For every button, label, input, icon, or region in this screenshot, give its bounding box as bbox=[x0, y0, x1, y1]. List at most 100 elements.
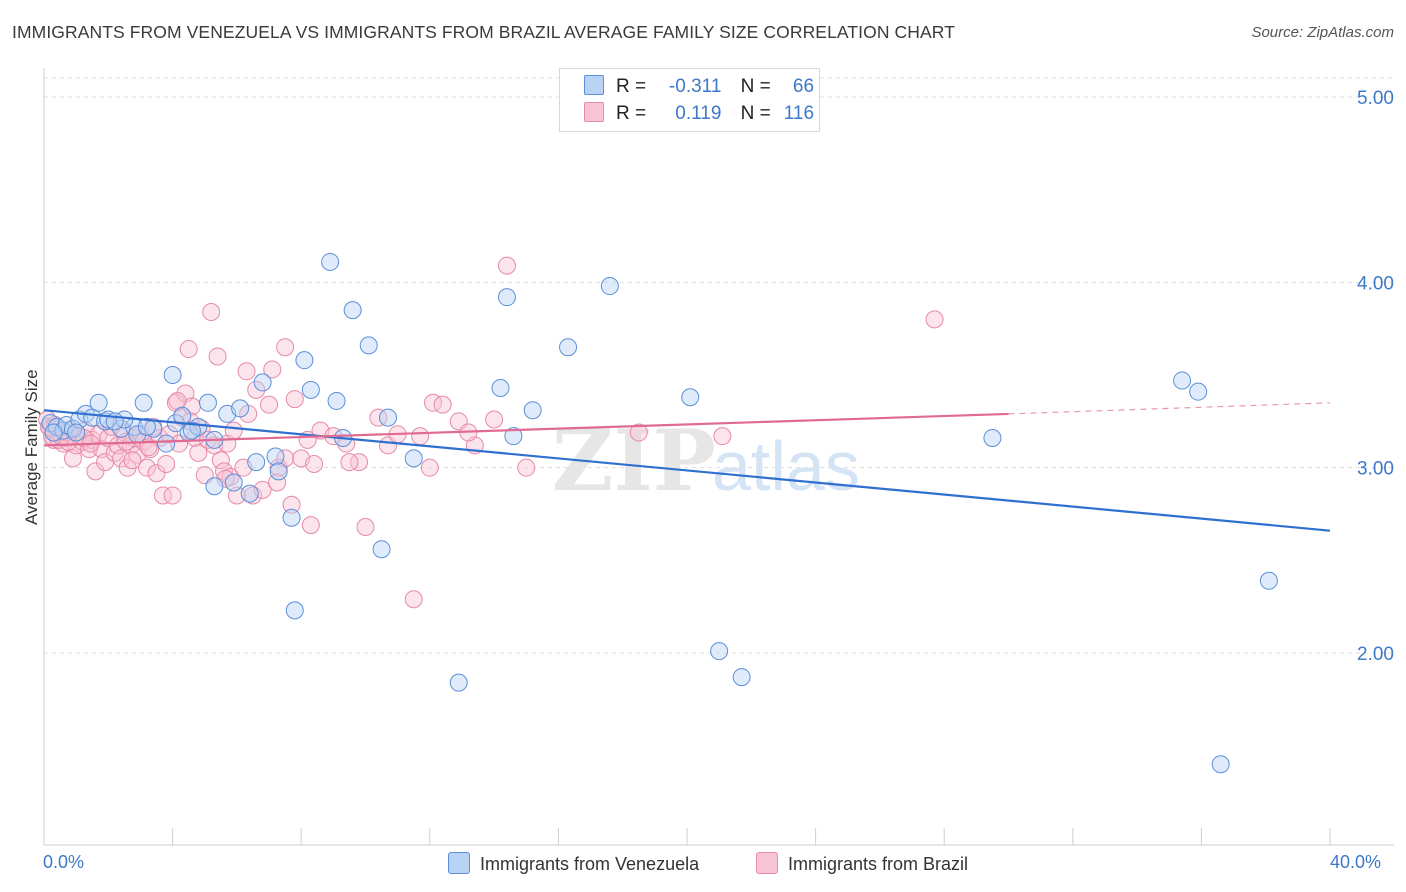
data-point-brazil bbox=[497, 256, 516, 275]
data-point-venezuela bbox=[253, 373, 272, 392]
data-point-brazil bbox=[369, 408, 388, 427]
y-tick-label: 3.00 bbox=[1357, 459, 1394, 480]
data-point-brazil bbox=[301, 516, 320, 535]
chart-title: IMMIGRANTS FROM VENEZUELA VS IMMIGRANTS … bbox=[12, 22, 956, 42]
data-point-brazil bbox=[137, 458, 156, 477]
data-point-brazil bbox=[189, 443, 208, 462]
points-venezuela bbox=[41, 252, 1278, 774]
data-point-venezuela bbox=[295, 351, 314, 370]
legend-r-label: R = bbox=[616, 103, 647, 124]
legend-r-value: -0.311 bbox=[668, 76, 722, 97]
data-point-venezuela bbox=[379, 408, 398, 427]
bottom-legend-label-brazil: Immigrants from Brazil bbox=[788, 854, 969, 874]
data-point-venezuela bbox=[163, 366, 182, 384]
data-point-brazil bbox=[211, 451, 230, 470]
data-point-brazil bbox=[260, 395, 279, 414]
legend-swatch-brazil bbox=[584, 102, 604, 122]
x-tick-label-min: 0.0% bbox=[43, 852, 85, 872]
data-point-venezuela bbox=[282, 508, 301, 527]
data-point-venezuela bbox=[205, 477, 224, 496]
bottom-legend-label-venezuela: Immigrants from Venezuela bbox=[480, 854, 700, 874]
y-tick-label: 2.00 bbox=[1357, 644, 1394, 665]
legend-n-label: N = bbox=[740, 103, 771, 124]
points-brazil bbox=[38, 256, 944, 609]
bottom-legend-swatch-brazil bbox=[756, 852, 778, 874]
y-tick-label: 4.00 bbox=[1357, 273, 1394, 294]
data-point-brazil bbox=[237, 362, 256, 381]
data-point-venezuela bbox=[372, 540, 391, 559]
data-point-brazil bbox=[305, 454, 324, 473]
legend-r-label: R = bbox=[616, 76, 647, 97]
data-point-venezuela bbox=[491, 378, 510, 397]
data-point-venezuela bbox=[224, 473, 243, 492]
data-point-brazil bbox=[404, 590, 423, 609]
data-point-brazil bbox=[224, 421, 243, 440]
data-point-brazil bbox=[247, 380, 266, 399]
data-point-brazil bbox=[433, 395, 452, 414]
data-point-venezuela bbox=[247, 453, 266, 472]
data-point-venezuela bbox=[404, 449, 423, 468]
bottom-legend-swatch-venezuela bbox=[448, 852, 470, 874]
trend-line-brazil-extension bbox=[1008, 402, 1331, 415]
data-point-venezuela bbox=[231, 399, 250, 418]
data-point-venezuela bbox=[240, 484, 259, 503]
data-point-brazil bbox=[202, 302, 221, 321]
data-point-venezuela bbox=[732, 668, 751, 687]
x-tick-label-max: 40.0% bbox=[1330, 852, 1382, 872]
legend-row-venezuela: R = -0.311 N = 66 bbox=[584, 75, 814, 99]
data-point-brazil bbox=[243, 486, 262, 505]
data-point-venezuela bbox=[157, 434, 176, 453]
source-label: Source: ZipAtlas.com bbox=[1251, 24, 1394, 41]
y-tick-labels: 2.00 3.00 4.00 5.00 bbox=[1357, 88, 1394, 665]
data-point-venezuela bbox=[285, 601, 304, 620]
bottom-legend-venezuela: Immigrants from Venezuela bbox=[448, 852, 699, 875]
data-point-brazil bbox=[356, 517, 375, 536]
data-point-venezuela bbox=[44, 423, 63, 442]
data-point-brazil bbox=[263, 360, 282, 379]
y-tick-label: 5.00 bbox=[1357, 88, 1394, 109]
data-point-brazil bbox=[269, 458, 288, 477]
data-point-brazil bbox=[208, 347, 227, 366]
data-point-brazil bbox=[147, 464, 166, 483]
data-point-venezuela bbox=[1173, 371, 1192, 390]
data-point-venezuela bbox=[523, 401, 542, 420]
data-point-brazil bbox=[285, 390, 304, 409]
watermark-atlas: atlas bbox=[712, 427, 860, 505]
data-point-venezuela bbox=[497, 288, 516, 307]
data-point-brazil bbox=[925, 310, 944, 329]
data-point-venezuela bbox=[559, 338, 578, 357]
data-point-brazil bbox=[157, 454, 176, 473]
data-point-brazil bbox=[411, 427, 430, 446]
data-point-brazil bbox=[282, 495, 301, 514]
legend-n-value: 116 bbox=[783, 103, 815, 124]
legend-n-value: 66 bbox=[792, 76, 815, 97]
data-point-venezuela bbox=[182, 421, 201, 440]
data-point-venezuela bbox=[321, 252, 340, 271]
data-point-brazil bbox=[168, 391, 187, 410]
data-point-brazil bbox=[340, 453, 359, 472]
data-point-venezuela bbox=[600, 277, 619, 296]
data-point-venezuela bbox=[359, 336, 378, 355]
data-point-brazil bbox=[86, 462, 105, 481]
legend-r-value: 0.119 bbox=[675, 103, 722, 124]
data-point-brazil bbox=[268, 473, 287, 492]
data-point-venezuela bbox=[173, 406, 192, 425]
data-point-venezuela bbox=[1259, 571, 1278, 590]
data-point-brazil bbox=[420, 458, 439, 477]
data-point-brazil bbox=[123, 451, 142, 470]
data-point-venezuela bbox=[89, 393, 108, 412]
axes bbox=[43, 68, 1394, 846]
data-point-brazil bbox=[179, 340, 198, 359]
data-point-brazil bbox=[350, 453, 369, 472]
data-point-venezuela bbox=[301, 380, 320, 399]
trend-line-venezuela bbox=[43, 409, 1331, 532]
legend-n-label: N = bbox=[740, 76, 771, 97]
data-point-venezuela bbox=[681, 388, 700, 407]
data-point-venezuela bbox=[137, 417, 156, 436]
data-point-venezuela bbox=[504, 427, 523, 446]
data-point-venezuela bbox=[269, 462, 288, 481]
data-point-brazil bbox=[276, 338, 295, 357]
data-point-venezuela bbox=[198, 393, 217, 412]
